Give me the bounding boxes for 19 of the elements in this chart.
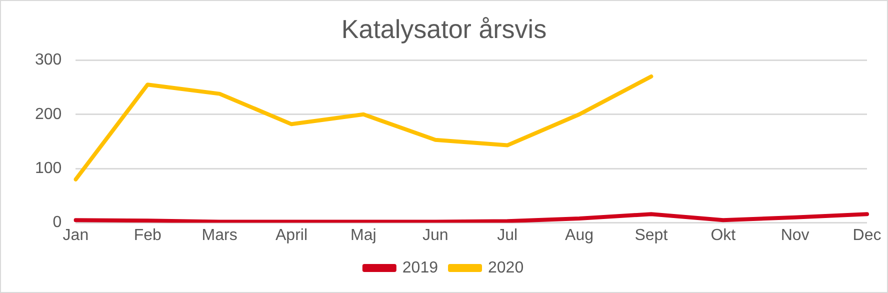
x-tick-label: Nov [780,226,810,244]
y-tick-label: 0 [52,214,62,232]
x-tick-label: Feb [134,226,162,244]
y-tick-label: 100 [34,160,62,178]
legend-label: 2019 [402,259,438,276]
x-tick-label: Okt [710,226,736,244]
x-tick-label: Dec [852,226,882,244]
y-tick-label: 300 [34,52,62,69]
x-tick-label: Sept [634,226,668,244]
legend-label: 2020 [488,259,524,276]
x-tick-label: Maj [350,226,376,244]
x-tick-label: Jul [497,226,518,244]
x-tick-label: Mars [202,226,238,244]
chart-title: Katalysator årsvis [341,14,547,44]
x-tick-label: Jan [62,226,89,244]
x-tick-label: Jun [422,226,448,244]
x-tick-label: Aug [565,226,594,244]
y-tick-label: 200 [34,106,62,123]
x-tick-label: April [276,226,308,244]
